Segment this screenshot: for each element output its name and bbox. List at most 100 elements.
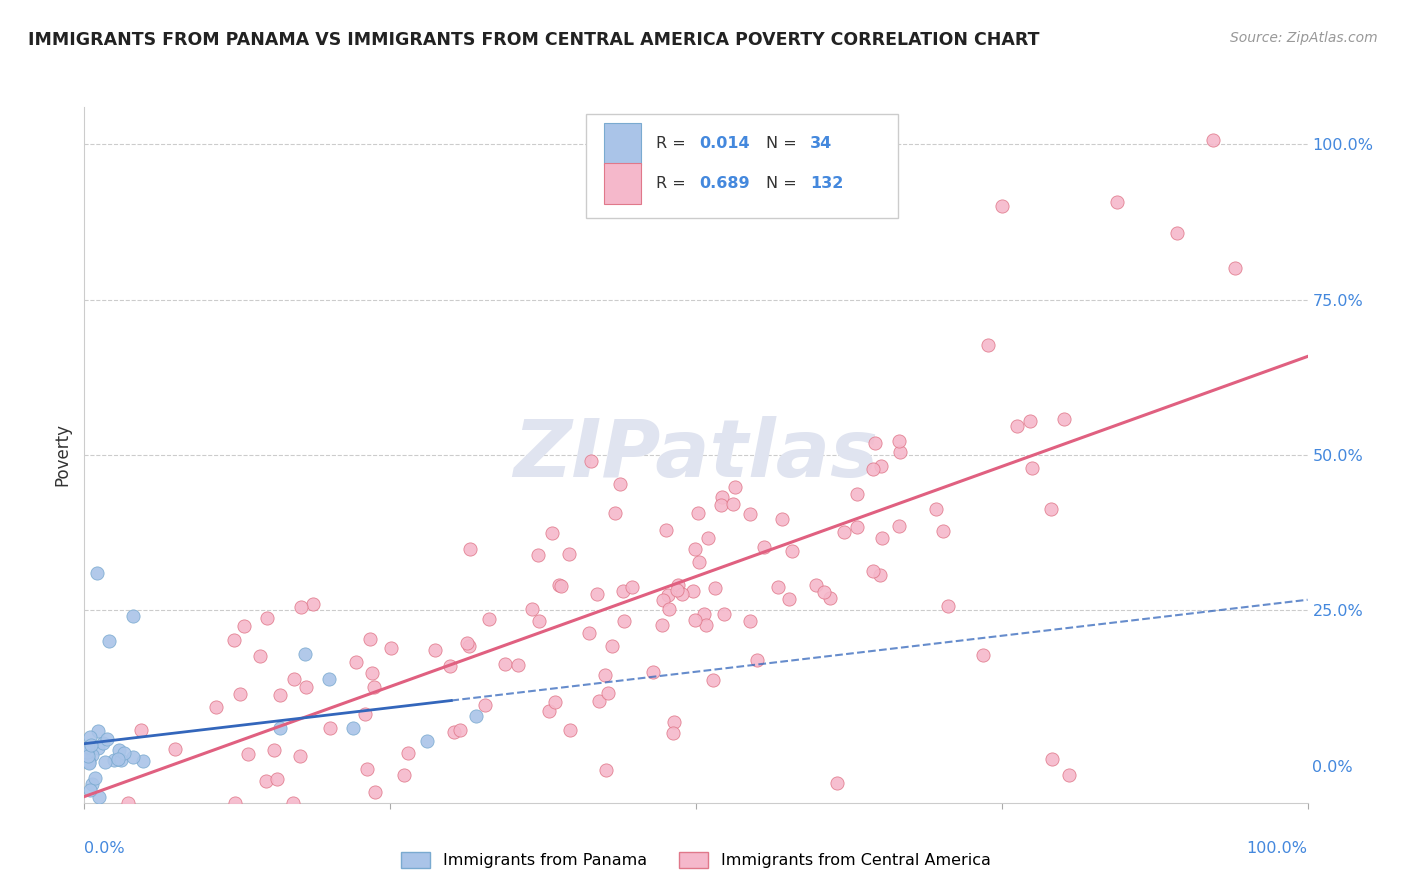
Point [710, 498, 733, 512]
Point [76, 749, 98, 764]
Point [363, 681, 385, 695]
Point [236, 747, 259, 761]
Point [122, 750, 145, 764]
Point [832, 525, 855, 540]
Point [256, 611, 278, 625]
Point [96, 731, 118, 746]
Point [666, 578, 689, 592]
Text: ZIPatlas: ZIPatlas [513, 416, 879, 494]
Point [820, 591, 842, 606]
Point [87, 741, 110, 756]
Point [266, 772, 288, 786]
Point [506, 657, 529, 672]
Point [807, 125, 830, 139]
Point [108, 742, 131, 756]
Point [76, 745, 98, 759]
Point [925, 502, 948, 516]
Point [666, 583, 689, 598]
Point [205, 699, 228, 714]
Text: IMMIGRANTS FROM PANAMA VS IMMIGRANTS FROM CENTRAL AMERICA POVERTY CORRELATION CH: IMMIGRANTS FROM PANAMA VS IMMIGRANTS FRO… [28, 31, 1039, 49]
Point [87, 724, 110, 739]
Text: N =: N = [766, 176, 801, 191]
Point [229, 687, 252, 701]
Point [887, 434, 910, 448]
Point [97, 634, 120, 648]
Point [319, 721, 342, 735]
Point [112, 746, 135, 760]
Point [936, 599, 959, 613]
Point [745, 653, 768, 667]
Point [77, 740, 100, 755]
Point [1018, 414, 1040, 428]
Point [825, 776, 848, 790]
Point [269, 688, 291, 702]
Point [683, 613, 706, 627]
Point [548, 577, 571, 591]
Point [846, 520, 869, 534]
Point [232, 619, 254, 633]
Point [456, 636, 478, 650]
Point [658, 602, 681, 616]
Point [889, 518, 911, 533]
Point [869, 458, 891, 473]
Point [846, 487, 869, 501]
Point [288, 749, 311, 764]
Point [1052, 411, 1074, 425]
Text: 132: 132 [810, 176, 844, 191]
Point [1040, 502, 1063, 516]
Point [86, 566, 108, 580]
Point [129, 723, 152, 737]
Bar [605, 123, 641, 165]
Point [932, 524, 955, 538]
Point [778, 591, 800, 606]
Point [464, 708, 486, 723]
Point [578, 626, 600, 640]
Text: 34: 34 [810, 136, 832, 152]
Point [641, 665, 664, 679]
Point [356, 762, 378, 776]
Point [458, 639, 481, 653]
Text: N =: N = [766, 136, 801, 152]
Point [527, 614, 550, 628]
Point [443, 724, 465, 739]
Point [94, 756, 117, 770]
Point [721, 497, 744, 511]
Point [713, 607, 735, 621]
Point [110, 753, 132, 767]
Point [75, 754, 97, 768]
Point [416, 733, 439, 747]
Point [870, 531, 893, 545]
Legend: Immigrants from Panama, Immigrants from Central America: Immigrants from Panama, Immigrants from … [395, 846, 997, 875]
Point [380, 640, 402, 655]
Point [1202, 133, 1225, 147]
Point [392, 768, 415, 782]
Point [651, 593, 673, 607]
Point [107, 752, 129, 766]
Point [688, 506, 710, 520]
Point [541, 525, 564, 540]
Point [122, 609, 145, 624]
Point [598, 685, 620, 699]
Point [439, 658, 461, 673]
Point [613, 614, 636, 628]
Point [224, 633, 246, 648]
Point [93, 736, 115, 750]
Point [889, 445, 911, 459]
Point [478, 612, 501, 626]
Point [1021, 460, 1043, 475]
Point [294, 647, 316, 661]
Point [249, 648, 271, 663]
Point [269, 721, 291, 735]
Point [281, 796, 304, 810]
Point [863, 436, 886, 450]
Point [657, 589, 679, 603]
Text: R =: R = [655, 176, 690, 191]
Point [396, 747, 419, 761]
Point [1057, 768, 1080, 782]
Point [165, 742, 187, 756]
Point [558, 723, 581, 737]
Point [344, 656, 367, 670]
Point [423, 643, 446, 657]
Text: 0.689: 0.689 [700, 176, 751, 191]
Point [693, 607, 716, 622]
